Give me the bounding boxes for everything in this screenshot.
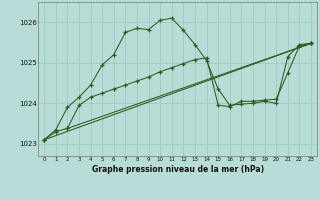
X-axis label: Graphe pression niveau de la mer (hPa): Graphe pression niveau de la mer (hPa): [92, 165, 264, 174]
